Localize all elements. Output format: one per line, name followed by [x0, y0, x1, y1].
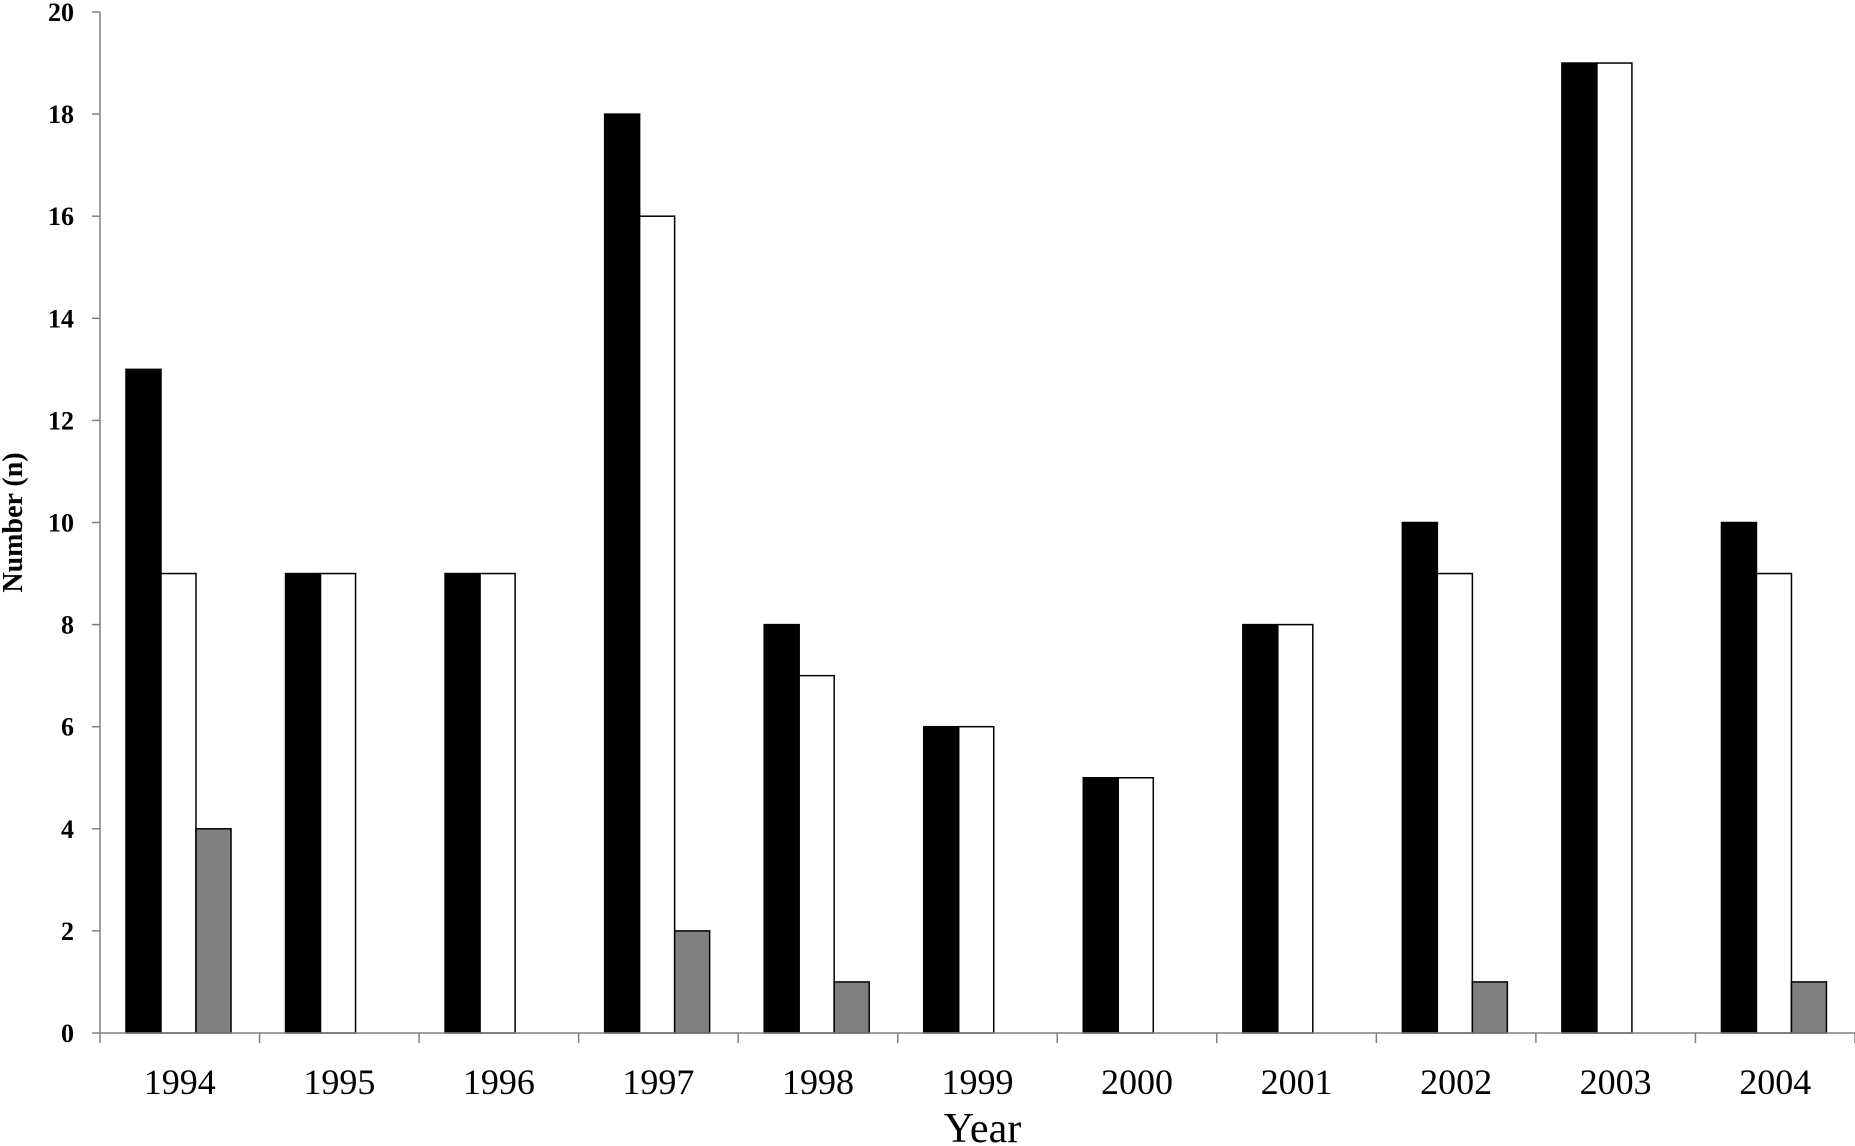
bar-series-2-1997 [638, 215, 676, 1034]
bar-series-3-1997 [673, 930, 711, 1034]
y-tick-label: 10 [48, 509, 74, 538]
bar-series-1-1996 [444, 572, 481, 1034]
y-tick-label: 8 [61, 611, 74, 640]
bar-series-1-2002 [1401, 521, 1439, 1034]
x-tick-label: 2003 [1580, 1062, 1652, 1102]
y-tick-label: 6 [61, 713, 74, 742]
y-tick-label: 14 [48, 304, 74, 333]
x-tick-label: 2001 [1261, 1062, 1333, 1102]
y-ticks: 0 2 4 6 8 10 12 14 16 18 20 [48, 0, 100, 1048]
bar-series-1-2003 [1561, 62, 1598, 1034]
x-tick-label: 2002 [1420, 1062, 1492, 1102]
y-tick-label: 20 [48, 0, 74, 27]
x-tick-label: 2004 [1739, 1062, 1811, 1102]
y-tick-label: 16 [48, 202, 74, 231]
bar-series-2-1998 [798, 674, 835, 1034]
bar-series-1-1999 [922, 725, 960, 1034]
y-tick-label: 0 [61, 1019, 74, 1048]
bar-series-3-1994 [195, 828, 232, 1034]
y-tick-label: 4 [61, 815, 74, 844]
bar-series-3-1998 [833, 981, 870, 1034]
bar-series-2-2000 [1117, 777, 1155, 1034]
bars-layer [125, 62, 1828, 1034]
y-tick-label: 12 [48, 406, 74, 435]
y-axis-title: Number (n) [0, 452, 29, 592]
bar-series-2-2003 [1596, 62, 1633, 1034]
x-tick-label: 1999 [942, 1062, 1014, 1102]
bar-series-3-2004 [1790, 981, 1828, 1034]
bar-series-1-2004 [1720, 521, 1758, 1034]
bar-series-1-1994 [125, 368, 162, 1034]
y-tick-label: 18 [48, 100, 74, 129]
bar-series-2-1995 [319, 572, 357, 1034]
x-tick-label: 1994 [144, 1062, 216, 1102]
bar-series-2-1994 [160, 572, 197, 1034]
x-tick-label: 2000 [1101, 1062, 1173, 1102]
bar-series-2-2001 [1277, 623, 1314, 1034]
bar-series-1-1995 [284, 572, 322, 1034]
bar-series-2-2002 [1436, 572, 1474, 1034]
bar-series-1-2000 [1082, 777, 1120, 1034]
bar-series-1-2001 [1242, 623, 1279, 1034]
x-tick-label: 1996 [463, 1062, 535, 1102]
x-tick-label: 1998 [782, 1062, 854, 1102]
bar-series-1-1997 [603, 113, 641, 1034]
bar-series-2-1999 [957, 725, 995, 1034]
x-tick-label: 1997 [622, 1062, 694, 1102]
bar-series-2-2004 [1755, 572, 1793, 1034]
x-tick-label: 1995 [303, 1062, 375, 1102]
y-tick-label: 2 [61, 917, 74, 946]
x-ticks: 1994 1995 1996 1997 1998 1999 2000 2001 2002 2003… [99, 1033, 1855, 1102]
x-axis-title: Year [944, 1106, 1021, 1146]
bar-series-2-1996 [479, 572, 516, 1034]
bar-series-1-1998 [763, 623, 800, 1034]
bar-series-3-2002 [1471, 981, 1509, 1034]
